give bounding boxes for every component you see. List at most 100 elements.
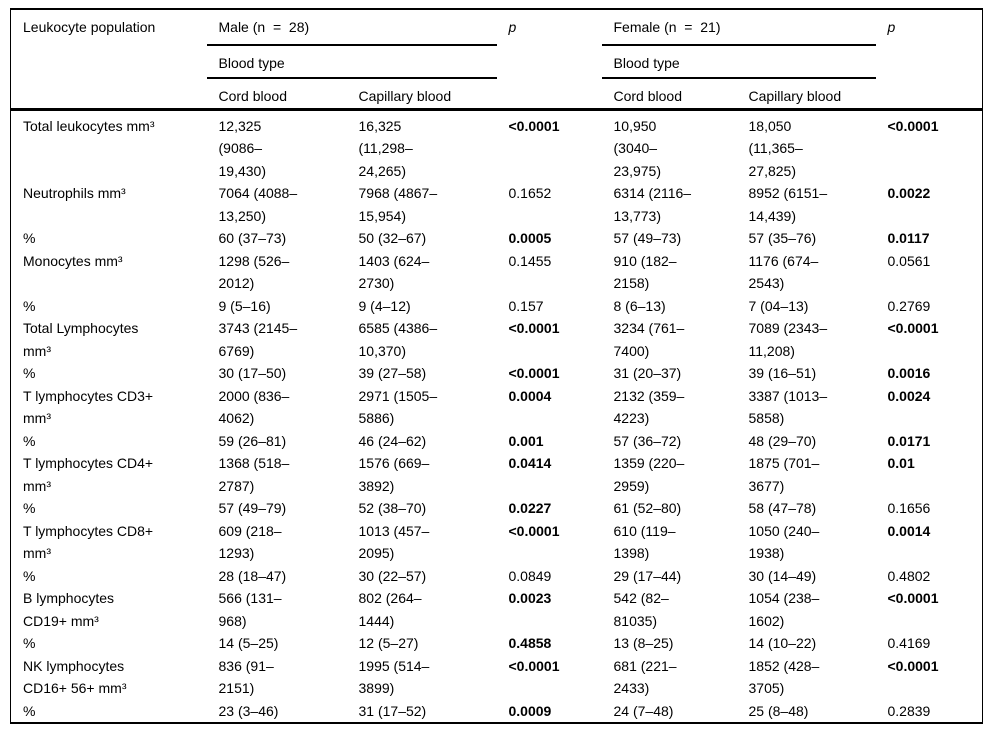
female-p-cell: <0.0001 <box>887 590 939 606</box>
female-p-cell: 0.0171 <box>887 432 931 449</box>
female-capillary-cell: 1054 (238– 1602) <box>748 590 820 629</box>
header-row-blood-subtypes: Cord blood Capillary blood Cord blood Ca… <box>11 78 983 111</box>
male-p-cell: 0.0005 <box>508 230 552 246</box>
female-capillary-cell: 7 (04–13) <box>748 297 809 314</box>
male-capillary-cell: 1995 (514– 3899) <box>358 657 430 697</box>
table-row: B lymphocytes CD19+ mm³ 566 (131– 968) 802… <box>11 587 983 632</box>
female-cord-cell: 6314 (2116– 13,773) <box>613 185 692 224</box>
table-row: % 59 (26–81) 46 (24–62) 0.001 57 (36–72) 48 (… <box>11 430 983 453</box>
female-cord-cell: 681 (221– 2433) <box>613 657 677 697</box>
female-capillary-cell: 1176 (674– 2543) <box>748 252 819 292</box>
row-label-cell: T lymphocytes CD8+ mm³ <box>23 522 154 562</box>
male-capillary-cell: 12 (5–27) <box>358 635 419 651</box>
male-p-cell: 0.0023 <box>508 590 552 606</box>
female-cord-cell: 8 (6–13) <box>613 297 666 314</box>
header-row-groups: Leukocyte population Male (n = 28) p Fem… <box>10 9 983 111</box>
table-row: % 14 (5–25) 12 (5–27) 0.4858 13 (8–25) 14 (10… <box>11 632 983 655</box>
male-cord-cell: 1368 (518– 2787) <box>218 455 290 494</box>
male-capillary-cell: 52 (38–70) <box>358 500 427 516</box>
table-row: T lymphocytes CD8+ mm³ 609 (218– 1293) 101… <box>11 520 983 565</box>
male-p-cell: 0.0849 <box>508 567 552 584</box>
male-cord-cell: 60 (37–73) <box>218 230 287 246</box>
male-p-cell: <0.0001 <box>508 657 560 674</box>
male-capillary-cell: 39 (27–58) <box>358 365 427 381</box>
female-p-cell: <0.0001 <box>887 320 939 336</box>
female-p-cell: 0.2839 <box>887 702 931 719</box>
male-p-cell: <0.0001 <box>508 320 560 336</box>
table-body: Total leukocytes mm³ 12,325 (9086– 19,430… <box>11 109 983 723</box>
row-label-cell: T lymphocytes CD3+ mm³ <box>23 387 154 427</box>
row-label-cell: Total leukocytes mm³ <box>23 117 155 134</box>
male-capillary-cell: 46 (24–62) <box>358 432 427 449</box>
header-male-capillary-blood: Capillary blood <box>346 78 497 111</box>
table-row: NK lymphocytes CD16+ 56+ mm³ 836 (91– 215… <box>11 655 983 700</box>
female-cord-cell: 57 (36–72) <box>613 432 682 449</box>
header-row-blood-type: Blood type Blood type <box>11 45 983 79</box>
header-p-male: p <box>496 9 602 111</box>
table-row: T lymphocytes CD4+ mm³ 1368 (518– 2787) 15… <box>11 452 983 497</box>
female-capillary-cell: 7089 (2343– 11,208) <box>748 320 828 359</box>
male-capillary-cell: 1576 (669– 3892) <box>358 455 430 494</box>
header-leukocyte-population: Leukocyte population <box>10 9 207 111</box>
row-label-cell: Neutrophils mm³ <box>23 185 126 201</box>
female-cord-cell: 13 (8–25) <box>613 635 674 651</box>
male-p-cell: 0.1455 <box>508 252 552 269</box>
header-male-group: Male (n = 28) <box>206 9 497 46</box>
female-capillary-cell: 8952 (6151– 14,439) <box>748 185 828 224</box>
female-cord-cell: 29 (17–44) <box>613 567 682 584</box>
male-p-cell: 0.0009 <box>508 702 552 719</box>
male-p-cell: 0.001 <box>508 432 544 449</box>
table-row: Monocytes mm³ 1298 (526– 2012) 1403 (624– … <box>11 250 983 295</box>
female-p-cell: <0.0001 <box>887 117 939 134</box>
female-p-cell: 0.0022 <box>887 185 931 201</box>
table-row: T lymphocytes CD3+ mm³ 2000 (836– 4062) 29… <box>11 385 983 430</box>
male-capillary-cell: 16,325 (11,298– 24,265) <box>358 117 413 179</box>
row-label-cell: % <box>23 500 36 516</box>
male-capillary-cell: 6585 (4386– 10,370) <box>358 320 438 359</box>
female-capillary-cell: 57 (35–76) <box>748 230 817 246</box>
female-cord-cell: 31 (20–37) <box>613 365 682 381</box>
female-cord-cell: 2132 (359– 4223) <box>613 387 685 427</box>
male-capillary-cell: 802 (264– 1444) <box>358 590 422 629</box>
female-p-cell: 0.1656 <box>887 500 931 516</box>
table-row: % 9 (5–16) 9 (4–12) 0.157 8 (6–13) 7 (04–13) 0… <box>11 295 983 318</box>
table-row: Total leukocytes mm³ 12,325 (9086– 19,430… <box>11 109 983 182</box>
row-label-cell: % <box>23 702 36 719</box>
table-header: Leukocyte population Male (n = 28) p Fem… <box>10 9 983 111</box>
female-cord-cell: 10,950 (3040– 23,975) <box>613 117 661 179</box>
male-cord-cell: 23 (3–46) <box>218 702 279 719</box>
male-cord-cell: 3743 (2145– 6769) <box>218 320 298 359</box>
table-row: % 60 (37–73) 50 (32–67) 0.0005 57 (49–73) 57 … <box>11 227 983 250</box>
male-capillary-cell: 31 (17–52) <box>358 702 427 719</box>
male-p-cell: 0.0414 <box>508 455 552 471</box>
male-cord-cell: 12,325 (9086– 19,430) <box>218 117 266 179</box>
female-cord-cell: 910 (182– 2158) <box>613 252 677 292</box>
female-capillary-cell: 1852 (428– 3705) <box>748 657 820 697</box>
table-row: Total Lymphocytes mm³ 3743 (2145– 6769) 65… <box>11 317 983 362</box>
row-label-cell: % <box>23 297 36 314</box>
female-capillary-cell: 39 (16–51) <box>748 365 817 381</box>
table-row: % 23 (3–46) 31 (17–52) 0.0009 24 (7–48) 25 (8… <box>11 700 983 724</box>
header-female-capillary-blood: Capillary blood <box>736 78 876 111</box>
female-cord-cell: 24 (7–48) <box>613 702 674 719</box>
male-p-cell: 0.157 <box>508 297 544 314</box>
female-p-cell: 0.0024 <box>887 387 931 404</box>
female-capillary-cell: 1875 (701– 3677) <box>748 455 820 494</box>
female-capillary-cell: 25 (8–48) <box>748 702 809 719</box>
header-p-female: p <box>875 9 983 111</box>
row-label-cell: Monocytes mm³ <box>23 252 123 269</box>
male-capillary-cell: 9 (4–12) <box>358 297 411 314</box>
male-p-cell: 0.0004 <box>508 387 552 404</box>
header-blood-type-male: Blood type <box>206 45 497 79</box>
header-female-group: Female (n = 21) <box>601 9 876 46</box>
male-cord-cell: 9 (5–16) <box>218 297 271 314</box>
female-cord-cell: 3234 (761– 7400) <box>613 320 685 359</box>
male-cord-cell: 14 (5–25) <box>218 635 279 651</box>
header-male-cord-blood: Cord blood <box>206 78 347 111</box>
female-p-cell: 0.2769 <box>887 297 931 314</box>
female-p-cell: 0.0561 <box>887 252 931 269</box>
male-p-cell: <0.0001 <box>508 365 560 381</box>
row-label-cell: % <box>23 432 36 449</box>
male-capillary-cell: 30 (22–57) <box>358 567 427 584</box>
